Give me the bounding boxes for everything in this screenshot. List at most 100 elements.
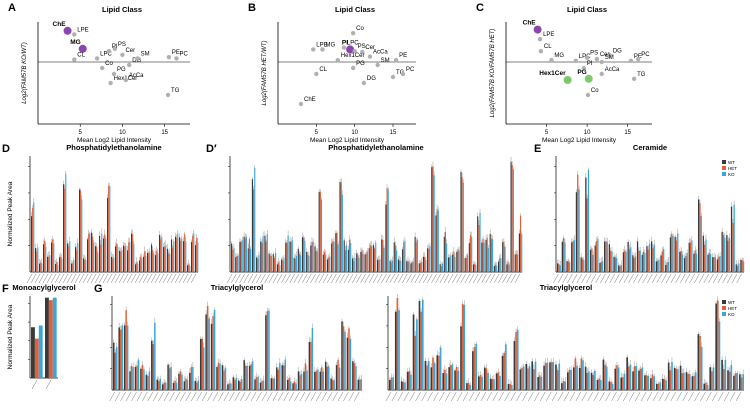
bar (454, 370, 456, 390)
bar (485, 368, 488, 390)
x-tick-label-mark (717, 273, 724, 284)
bar (478, 224, 480, 272)
bar (712, 367, 715, 390)
point-label: PG (356, 61, 365, 67)
bar (183, 381, 186, 390)
point-mg (549, 57, 554, 63)
bar (404, 240, 406, 272)
bar (625, 251, 627, 272)
bar (408, 261, 410, 272)
x-tick-label-mark (397, 273, 404, 284)
bar (569, 262, 571, 272)
bar (667, 261, 670, 272)
x-tick-label-mark (261, 391, 268, 402)
point-tg (390, 74, 396, 80)
x-tick-label-mark (223, 391, 230, 402)
bar (509, 383, 511, 390)
bar (251, 179, 254, 272)
bar (487, 248, 489, 272)
bar (373, 248, 376, 272)
bar (638, 250, 640, 272)
x-tick-label-mark (372, 273, 379, 284)
bar (240, 241, 242, 272)
x-axis-label: Mean Log2 Lipid Intensity (542, 137, 617, 144)
bar (261, 242, 263, 272)
bar (250, 364, 252, 390)
bar (562, 381, 565, 390)
bar (260, 241, 262, 272)
x-tick-label-mark (158, 391, 164, 402)
bar (300, 373, 303, 390)
point-lpe (72, 32, 77, 37)
bar (49, 255, 51, 272)
bar (534, 361, 537, 390)
bar (698, 199, 700, 272)
x-tick-label-mark (553, 273, 559, 284)
x-tick-label-mark (567, 273, 573, 284)
x-tick-label-mark (131, 391, 137, 402)
bar (667, 362, 670, 390)
x-tick-label-mark (637, 273, 644, 284)
bar (344, 331, 346, 390)
x-tick-label-mark (514, 273, 521, 284)
bar (141, 364, 144, 390)
bar (245, 236, 247, 272)
x-tick-label-mark (731, 273, 738, 284)
bar (126, 325, 129, 390)
bar (149, 252, 151, 272)
point-label: LPE (316, 42, 327, 48)
bar (137, 359, 140, 390)
bar (665, 264, 667, 272)
bar (368, 248, 370, 272)
bar (394, 245, 397, 272)
x-tick-label-mark (360, 273, 366, 284)
x-tick-label-mark (600, 273, 606, 284)
bar (273, 378, 276, 390)
bar (659, 382, 661, 390)
x-tick-label-mark (326, 391, 333, 402)
bar (330, 378, 332, 390)
bar (581, 258, 584, 272)
bar (196, 382, 198, 390)
bar (257, 258, 259, 272)
bar (121, 325, 123, 390)
bar (325, 254, 327, 272)
point-label: DG (367, 76, 376, 82)
bar (41, 263, 43, 272)
x-tick-label: 10 (119, 130, 126, 136)
bar (160, 239, 162, 272)
bar (712, 257, 714, 272)
bar (519, 369, 522, 390)
x-tick-label-mark (301, 273, 308, 284)
bar (685, 255, 687, 272)
bar (348, 328, 350, 390)
bar (441, 263, 444, 272)
bar (557, 263, 559, 272)
legend-label: KO (728, 312, 735, 317)
bar (515, 253, 517, 272)
bar (141, 258, 143, 272)
x-tick-label-mark (545, 391, 552, 402)
bar (688, 242, 690, 272)
point-pg (584, 74, 593, 83)
bar (699, 203, 701, 272)
point-pe (393, 58, 399, 63)
point-label: SM (381, 58, 390, 64)
bar (234, 379, 236, 390)
bar (450, 255, 452, 272)
bar (515, 331, 517, 390)
bar (632, 371, 634, 390)
bar (189, 372, 191, 390)
bar (483, 242, 485, 272)
bar (439, 264, 441, 272)
bar (31, 327, 35, 378)
bar (537, 376, 539, 390)
x-tick-label-mark (235, 273, 241, 284)
bar (172, 382, 175, 390)
bar (223, 370, 225, 390)
bar (721, 359, 723, 390)
point-label: CL (77, 53, 85, 59)
point-label: PS (358, 44, 366, 50)
x-tick-label-mark (723, 391, 730, 402)
x-tick-label-mark (368, 273, 375, 284)
